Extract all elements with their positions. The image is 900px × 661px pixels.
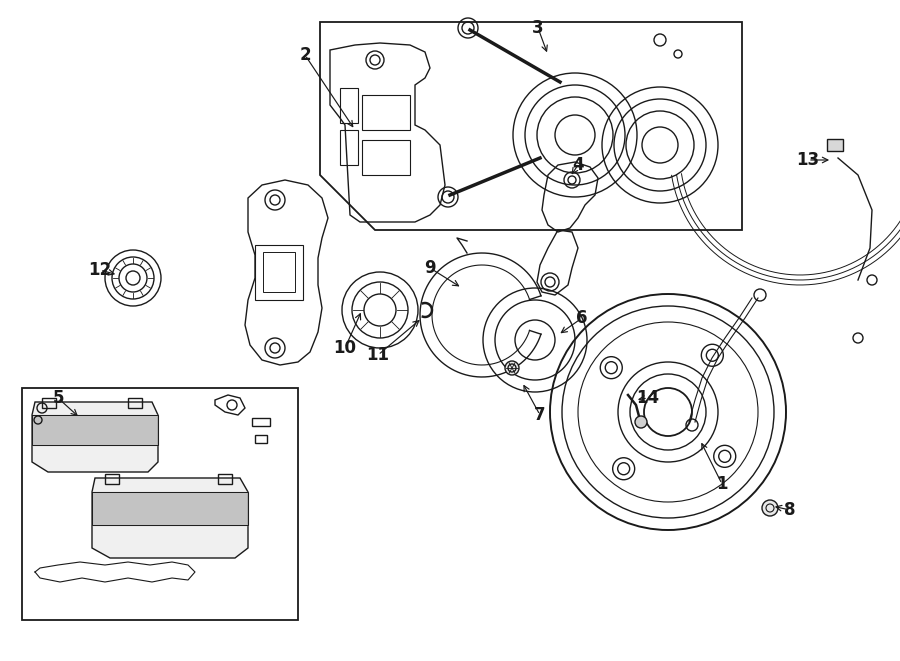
Circle shape [762, 500, 778, 516]
Text: 2: 2 [299, 46, 310, 64]
Bar [42, 398, 56, 408]
Bar [362, 95, 410, 130]
Text: 7: 7 [535, 406, 545, 424]
Text: 11: 11 [366, 346, 390, 364]
Text: 1: 1 [716, 475, 728, 493]
Bar [255, 435, 267, 443]
Polygon shape [92, 492, 248, 525]
Bar [252, 418, 270, 426]
Bar [827, 139, 843, 151]
Polygon shape [32, 415, 158, 445]
Text: 10: 10 [334, 339, 356, 357]
Text: 9: 9 [424, 259, 436, 277]
Text: 14: 14 [636, 389, 660, 407]
Text: 12: 12 [88, 261, 112, 279]
Text: 3: 3 [532, 19, 544, 37]
Bar [218, 474, 232, 484]
Bar [362, 140, 410, 175]
Text: 8: 8 [784, 501, 796, 519]
Circle shape [505, 361, 519, 375]
Bar [128, 398, 142, 408]
Text: 13: 13 [796, 151, 820, 169]
Bar [255, 245, 303, 300]
Circle shape [635, 416, 647, 428]
Polygon shape [92, 478, 248, 558]
Text: 6: 6 [576, 309, 588, 327]
Bar [340, 88, 358, 123]
Bar [22, 388, 298, 620]
Polygon shape [32, 402, 158, 472]
Bar [263, 252, 295, 292]
Text: 4: 4 [572, 156, 584, 174]
Text: 5: 5 [52, 389, 64, 407]
Bar [105, 474, 119, 484]
Bar [340, 130, 358, 165]
